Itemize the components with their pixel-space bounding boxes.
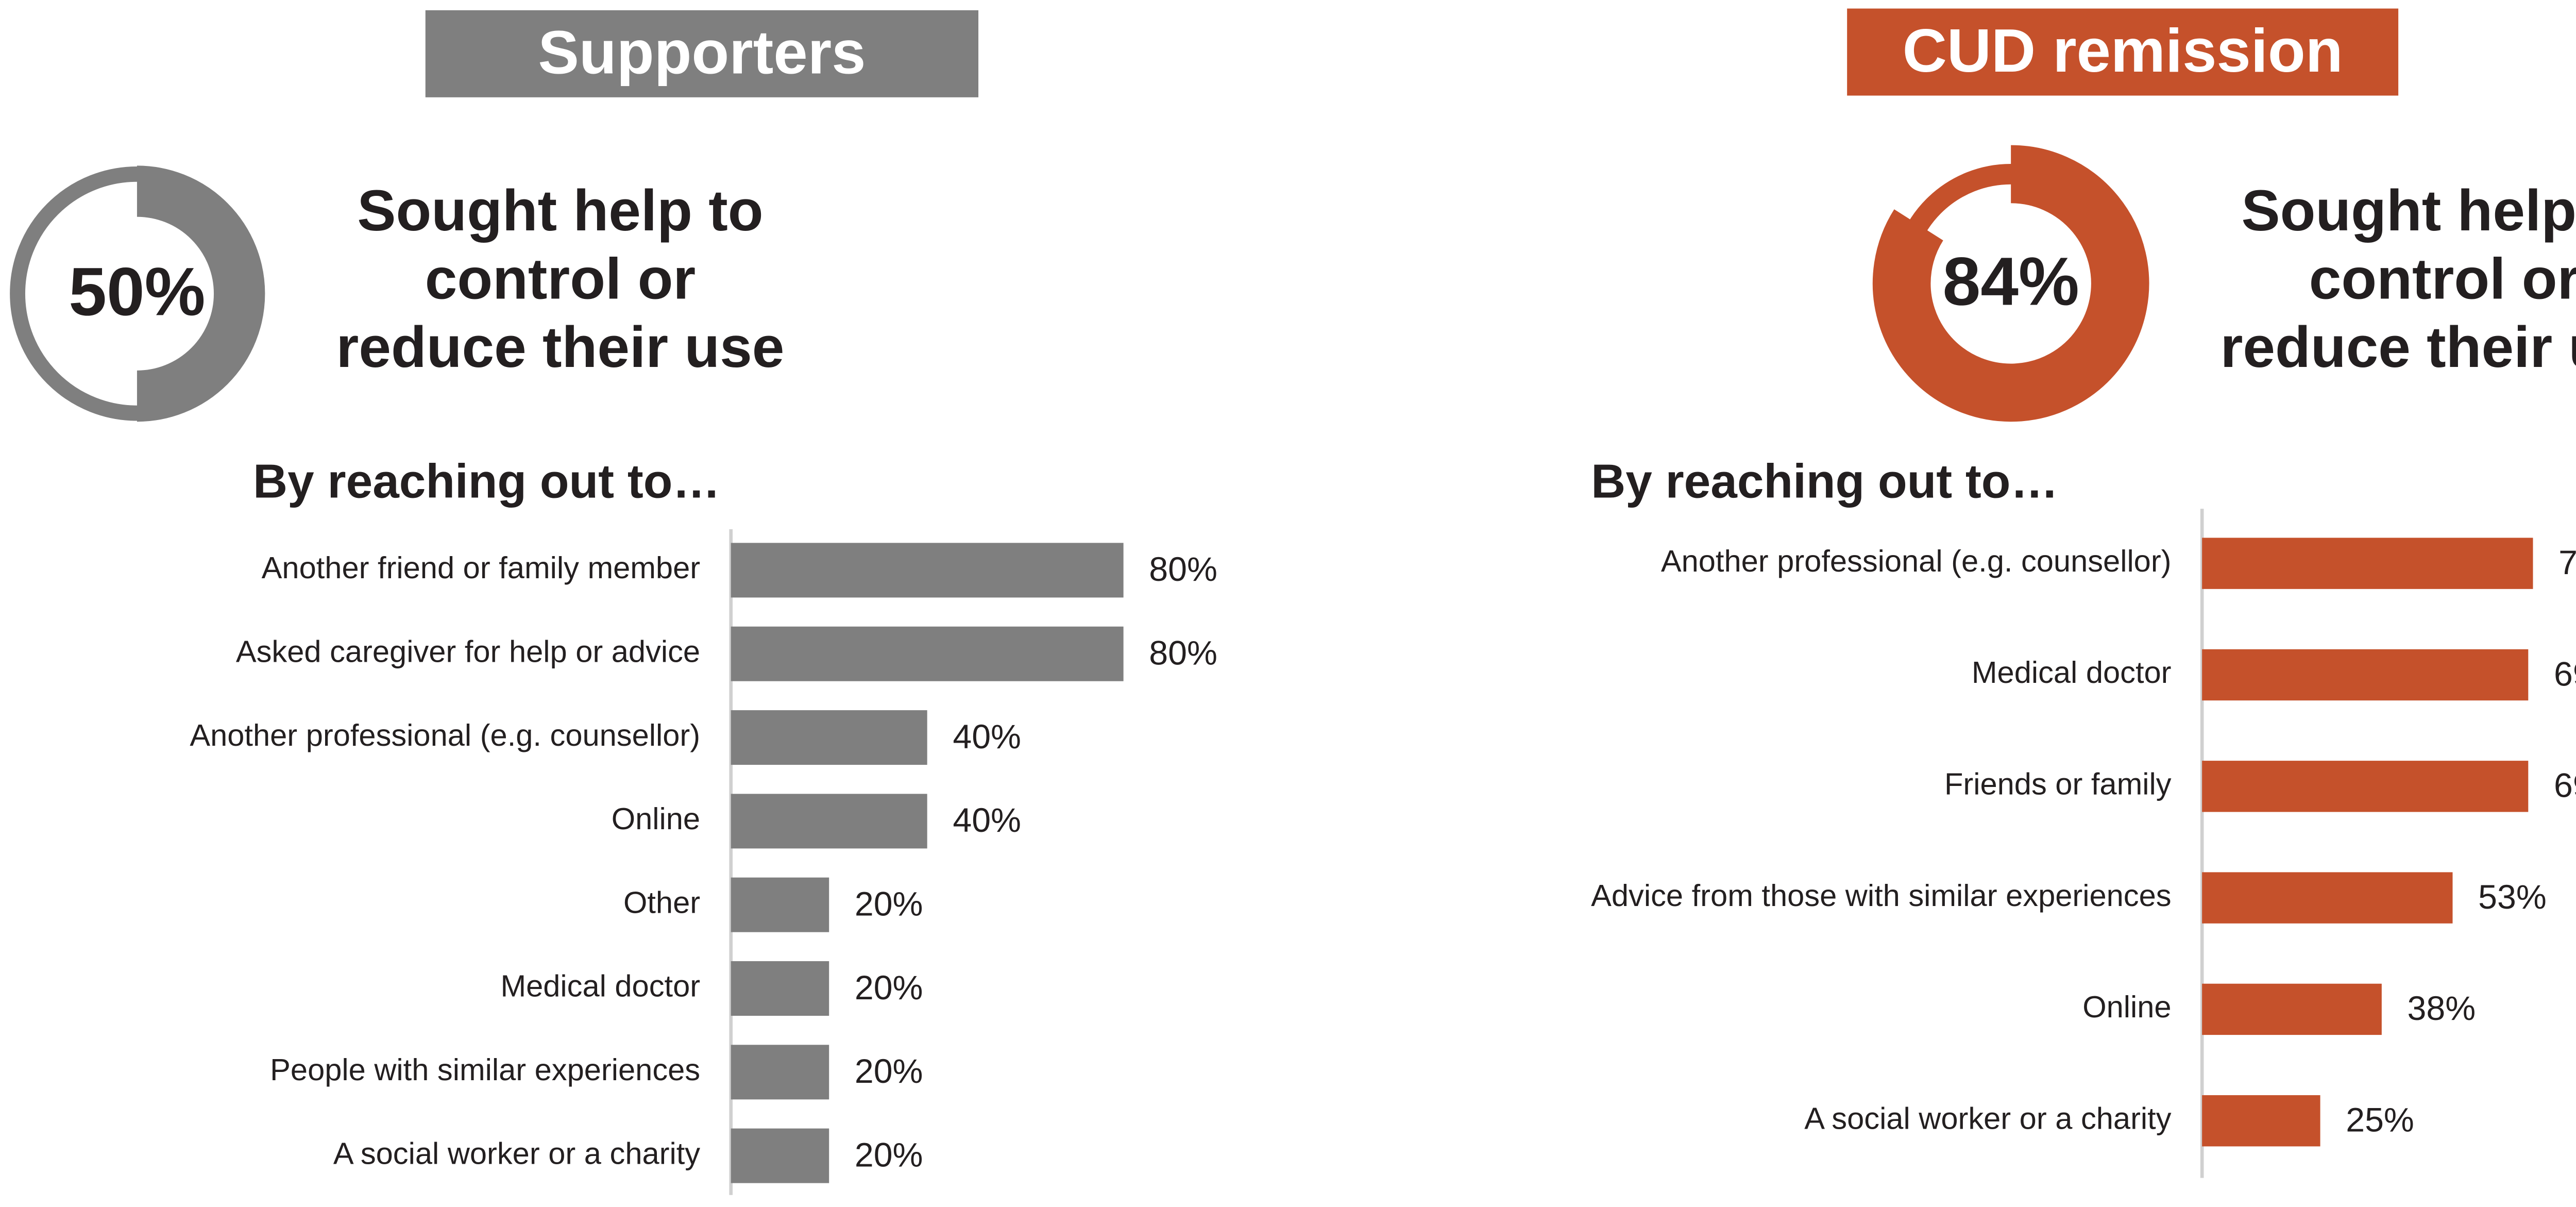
bar <box>2202 983 2382 1035</box>
category-label: Medical doctor <box>1972 655 2172 690</box>
value-label: 20% <box>855 1052 923 1091</box>
subtitle: By reaching out to… <box>253 454 720 508</box>
bar <box>731 961 829 1016</box>
donut-label: 84% <box>1943 244 2079 320</box>
value-label: 80% <box>1149 634 1217 673</box>
category-label: Medical doctor <box>500 969 700 1003</box>
category-label: Another professional (e.g. counsellor) <box>1661 544 2172 578</box>
header-box <box>425 10 979 97</box>
bar <box>2202 1095 2320 1147</box>
header-title: CUD remission <box>1903 16 2343 85</box>
category-label: People with similar experiences <box>270 1052 700 1087</box>
bar <box>731 1128 829 1183</box>
bar <box>2202 538 2533 589</box>
value-label: 25% <box>2346 1101 2414 1139</box>
header-title: Supporters <box>538 18 866 87</box>
category-label: Online <box>612 801 700 836</box>
bar <box>731 710 927 765</box>
donut-text: Sought help to <box>2242 178 2576 243</box>
bar <box>731 626 1124 681</box>
value-label: 69% <box>2554 767 2576 805</box>
donut-text: reduce their use <box>2221 314 2576 379</box>
value-label: 20% <box>855 1136 923 1174</box>
donut-text: control or <box>2309 246 2576 311</box>
bar <box>731 1045 829 1100</box>
category-label: A social worker or a charity <box>333 1136 700 1170</box>
bar <box>2202 649 2529 701</box>
value-label: 20% <box>855 885 923 923</box>
donut-arc <box>137 165 265 422</box>
bar <box>2202 872 2453 924</box>
bar <box>731 794 927 849</box>
category-label: Other <box>623 885 700 919</box>
donut-text: reduce their use <box>336 314 784 379</box>
donut-text: Sought help to <box>357 178 763 243</box>
category-label: Advice from those with similar experienc… <box>1591 878 2171 913</box>
category-label: Another friend or family member <box>262 550 700 585</box>
donut-label: 50% <box>69 254 205 330</box>
category-label: A social worker or a charity <box>1804 1101 2171 1135</box>
subtitle: By reaching out to… <box>1591 454 2058 508</box>
header-box <box>1847 8 2399 96</box>
donut-arc <box>1872 145 2149 422</box>
bar <box>2202 761 2529 812</box>
bar <box>731 543 1124 598</box>
value-label: 53% <box>2478 878 2547 916</box>
category-label: Another professional (e.g. counsellor) <box>190 718 700 752</box>
value-label: 40% <box>953 718 1021 756</box>
value-label: 38% <box>2408 990 2476 1028</box>
category-label: Asked caregiver for help or advice <box>236 634 700 668</box>
donut-text: control or <box>425 246 696 311</box>
value-label: 80% <box>1149 550 1217 589</box>
value-label: 69% <box>2554 655 2576 693</box>
category-label: Online <box>2082 990 2171 1024</box>
bar <box>731 877 829 932</box>
category-label: Friends or family <box>1944 767 2172 801</box>
value-label: 20% <box>855 969 923 1007</box>
value-label: 70% <box>2558 544 2576 582</box>
value-label: 40% <box>953 801 1021 840</box>
